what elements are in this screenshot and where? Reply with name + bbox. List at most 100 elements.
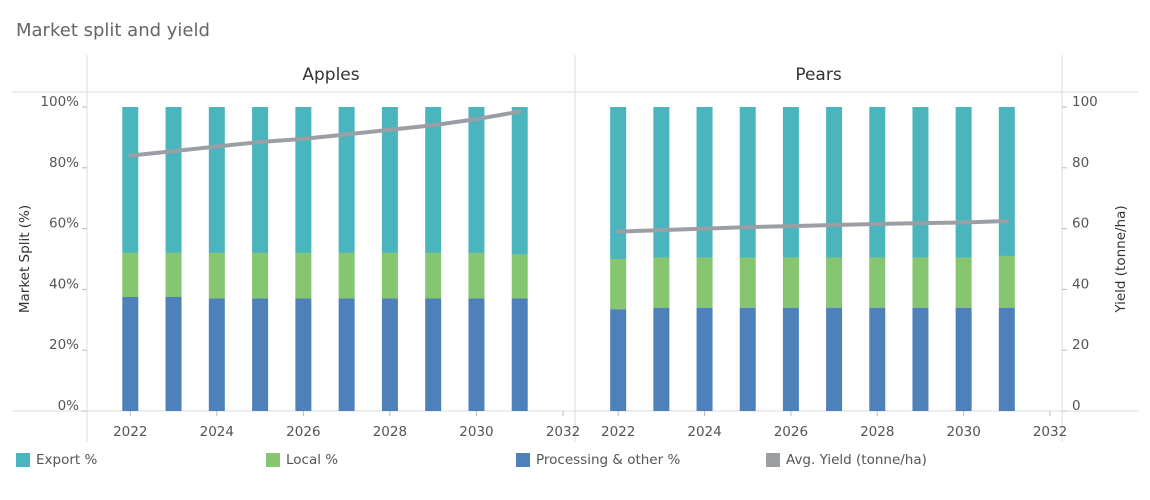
bar-local-pears-2028 bbox=[869, 257, 886, 308]
bar-export-pears-2025 bbox=[739, 107, 756, 258]
legend-item-local[interactable]: Local % bbox=[266, 452, 338, 468]
legend-item-yield[interactable]: Avg. Yield (tonne/ha) bbox=[766, 452, 927, 468]
bar-processing-apples-2024 bbox=[208, 298, 225, 411]
bar-local-apples-2029 bbox=[425, 252, 442, 299]
bar-export-apples-2026 bbox=[295, 107, 312, 253]
bar-export-apples-2023 bbox=[165, 107, 182, 253]
bar-processing-apples-2026 bbox=[295, 298, 312, 411]
bar-processing-apples-2028 bbox=[381, 298, 398, 411]
bar-local-pears-2030 bbox=[955, 257, 972, 308]
legend-label-export: Export % bbox=[36, 452, 98, 468]
right-axis-title: Yield (tonne/ha) bbox=[1113, 205, 1129, 313]
bar-processing-pears-2022 bbox=[610, 309, 627, 411]
bar-local-pears-2023 bbox=[653, 257, 670, 308]
bar-local-pears-2027 bbox=[826, 257, 843, 308]
x-tick-label: 2032 bbox=[546, 424, 580, 440]
bar-local-pears-2022 bbox=[610, 259, 627, 310]
bar-processing-apples-2022 bbox=[122, 297, 139, 411]
bar-export-pears-2023 bbox=[653, 107, 670, 258]
bar-export-apples-2025 bbox=[252, 107, 269, 253]
x-tick-label: 2024 bbox=[200, 424, 234, 440]
bar-processing-apples-2029 bbox=[425, 298, 442, 411]
legend-label-local: Local % bbox=[286, 452, 339, 468]
bar-export-pears-2022 bbox=[610, 107, 627, 259]
bar-local-pears-2031 bbox=[998, 255, 1015, 308]
left-axis-title: Market Split (%) bbox=[17, 205, 33, 313]
x-tick-label: 2022 bbox=[601, 424, 635, 440]
bar-processing-pears-2027 bbox=[826, 307, 843, 411]
right-tick-label: 100 bbox=[1072, 94, 1098, 110]
bar-export-pears-2027 bbox=[826, 107, 843, 258]
bar-processing-pears-2024 bbox=[696, 307, 713, 411]
bar-local-apples-2025 bbox=[252, 252, 269, 299]
bar-processing-pears-2026 bbox=[782, 307, 799, 411]
x-tick-label: 2028 bbox=[373, 424, 407, 440]
x-tick-label: 2028 bbox=[860, 424, 894, 440]
bar-processing-apples-2030 bbox=[468, 298, 485, 411]
bar-export-pears-2030 bbox=[955, 107, 972, 258]
bar-processing-pears-2028 bbox=[869, 307, 886, 411]
bar-local-pears-2024 bbox=[696, 257, 713, 308]
right-tick-label: 40 bbox=[1072, 276, 1089, 292]
bar-processing-apples-2027 bbox=[338, 298, 355, 411]
bar-processing-pears-2025 bbox=[739, 307, 756, 411]
chart-area: 0% 20% 40% 60% 80% 100% 0 20 40 60 80 100 Market Spl… bbox=[12, 55, 1138, 442]
right-tick-label: 0 bbox=[1072, 398, 1081, 414]
bar-export-pears-2028 bbox=[869, 107, 886, 258]
bar-export-apples-2030 bbox=[468, 107, 485, 253]
legend-swatch-processing bbox=[516, 453, 530, 467]
bar-local-apples-2024 bbox=[208, 252, 225, 299]
bar-local-pears-2029 bbox=[912, 257, 929, 308]
legend-label-processing: Processing & other % bbox=[536, 452, 681, 468]
bar-export-pears-2029 bbox=[912, 107, 929, 258]
legend: Export % Local % Processing & other % Av… bbox=[0, 452, 1150, 476]
bar-export-apples-2028 bbox=[381, 107, 398, 253]
bar-export-apples-2024 bbox=[208, 107, 225, 253]
bar-local-apples-2028 bbox=[381, 252, 398, 299]
chart-title: Market split and yield bbox=[16, 20, 210, 41]
x-tick-label: 2022 bbox=[113, 424, 147, 440]
bar-processing-pears-2023 bbox=[653, 307, 670, 411]
bar-local-apples-2027 bbox=[338, 252, 355, 299]
x-tick-label: 2030 bbox=[459, 424, 493, 440]
facet-title-pears: Pears bbox=[795, 65, 842, 85]
legend-swatch-yield bbox=[766, 453, 780, 467]
right-tick-label: 80 bbox=[1072, 155, 1089, 171]
x-tick-label: 2026 bbox=[286, 424, 320, 440]
left-tick-label: 60% bbox=[49, 216, 79, 232]
bar-export-pears-2024 bbox=[696, 107, 713, 258]
bar-local-apples-2026 bbox=[295, 252, 312, 299]
bar-local-pears-2025 bbox=[739, 257, 756, 308]
bar-local-apples-2022 bbox=[122, 252, 139, 297]
x-tick-label: 2030 bbox=[946, 424, 980, 440]
bar-export-apples-2027 bbox=[338, 107, 355, 253]
bar-processing-apples-2025 bbox=[252, 298, 269, 411]
bar-local-apples-2023 bbox=[165, 252, 182, 297]
x-tick-label: 2032 bbox=[1033, 424, 1067, 440]
bar-export-apples-2022 bbox=[122, 107, 139, 253]
right-tick-label: 60 bbox=[1072, 216, 1089, 232]
legend-item-processing[interactable]: Processing & other % bbox=[516, 452, 680, 468]
bar-local-pears-2026 bbox=[782, 257, 799, 308]
left-tick-label: 0% bbox=[58, 398, 80, 414]
yield-line-apples bbox=[128, 109, 522, 158]
bar-processing-pears-2031 bbox=[998, 307, 1015, 411]
facet-title-apples: Apples bbox=[302, 65, 359, 85]
legend-swatch-local bbox=[266, 453, 280, 467]
bar-processing-pears-2030 bbox=[955, 307, 972, 411]
left-tick-label: 20% bbox=[49, 337, 79, 353]
bar-processing-apples-2031 bbox=[511, 298, 528, 411]
bar-export-apples-2029 bbox=[425, 107, 442, 253]
bar-local-apples-2030 bbox=[468, 252, 485, 299]
bar-export-apples-2031 bbox=[511, 107, 528, 255]
bar-local-apples-2031 bbox=[511, 254, 528, 299]
legend-swatch-export bbox=[16, 453, 30, 467]
x-tick-label: 2026 bbox=[774, 424, 808, 440]
legend-item-export[interactable]: Export % bbox=[16, 452, 97, 468]
legend-label-yield: Avg. Yield (tonne/ha) bbox=[786, 452, 927, 468]
bar-export-pears-2031 bbox=[998, 107, 1015, 256]
left-tick-label: 40% bbox=[49, 276, 79, 292]
yield-line-pears bbox=[616, 219, 1009, 234]
left-tick-label: 80% bbox=[49, 155, 79, 171]
x-tick-label: 2024 bbox=[687, 424, 721, 440]
